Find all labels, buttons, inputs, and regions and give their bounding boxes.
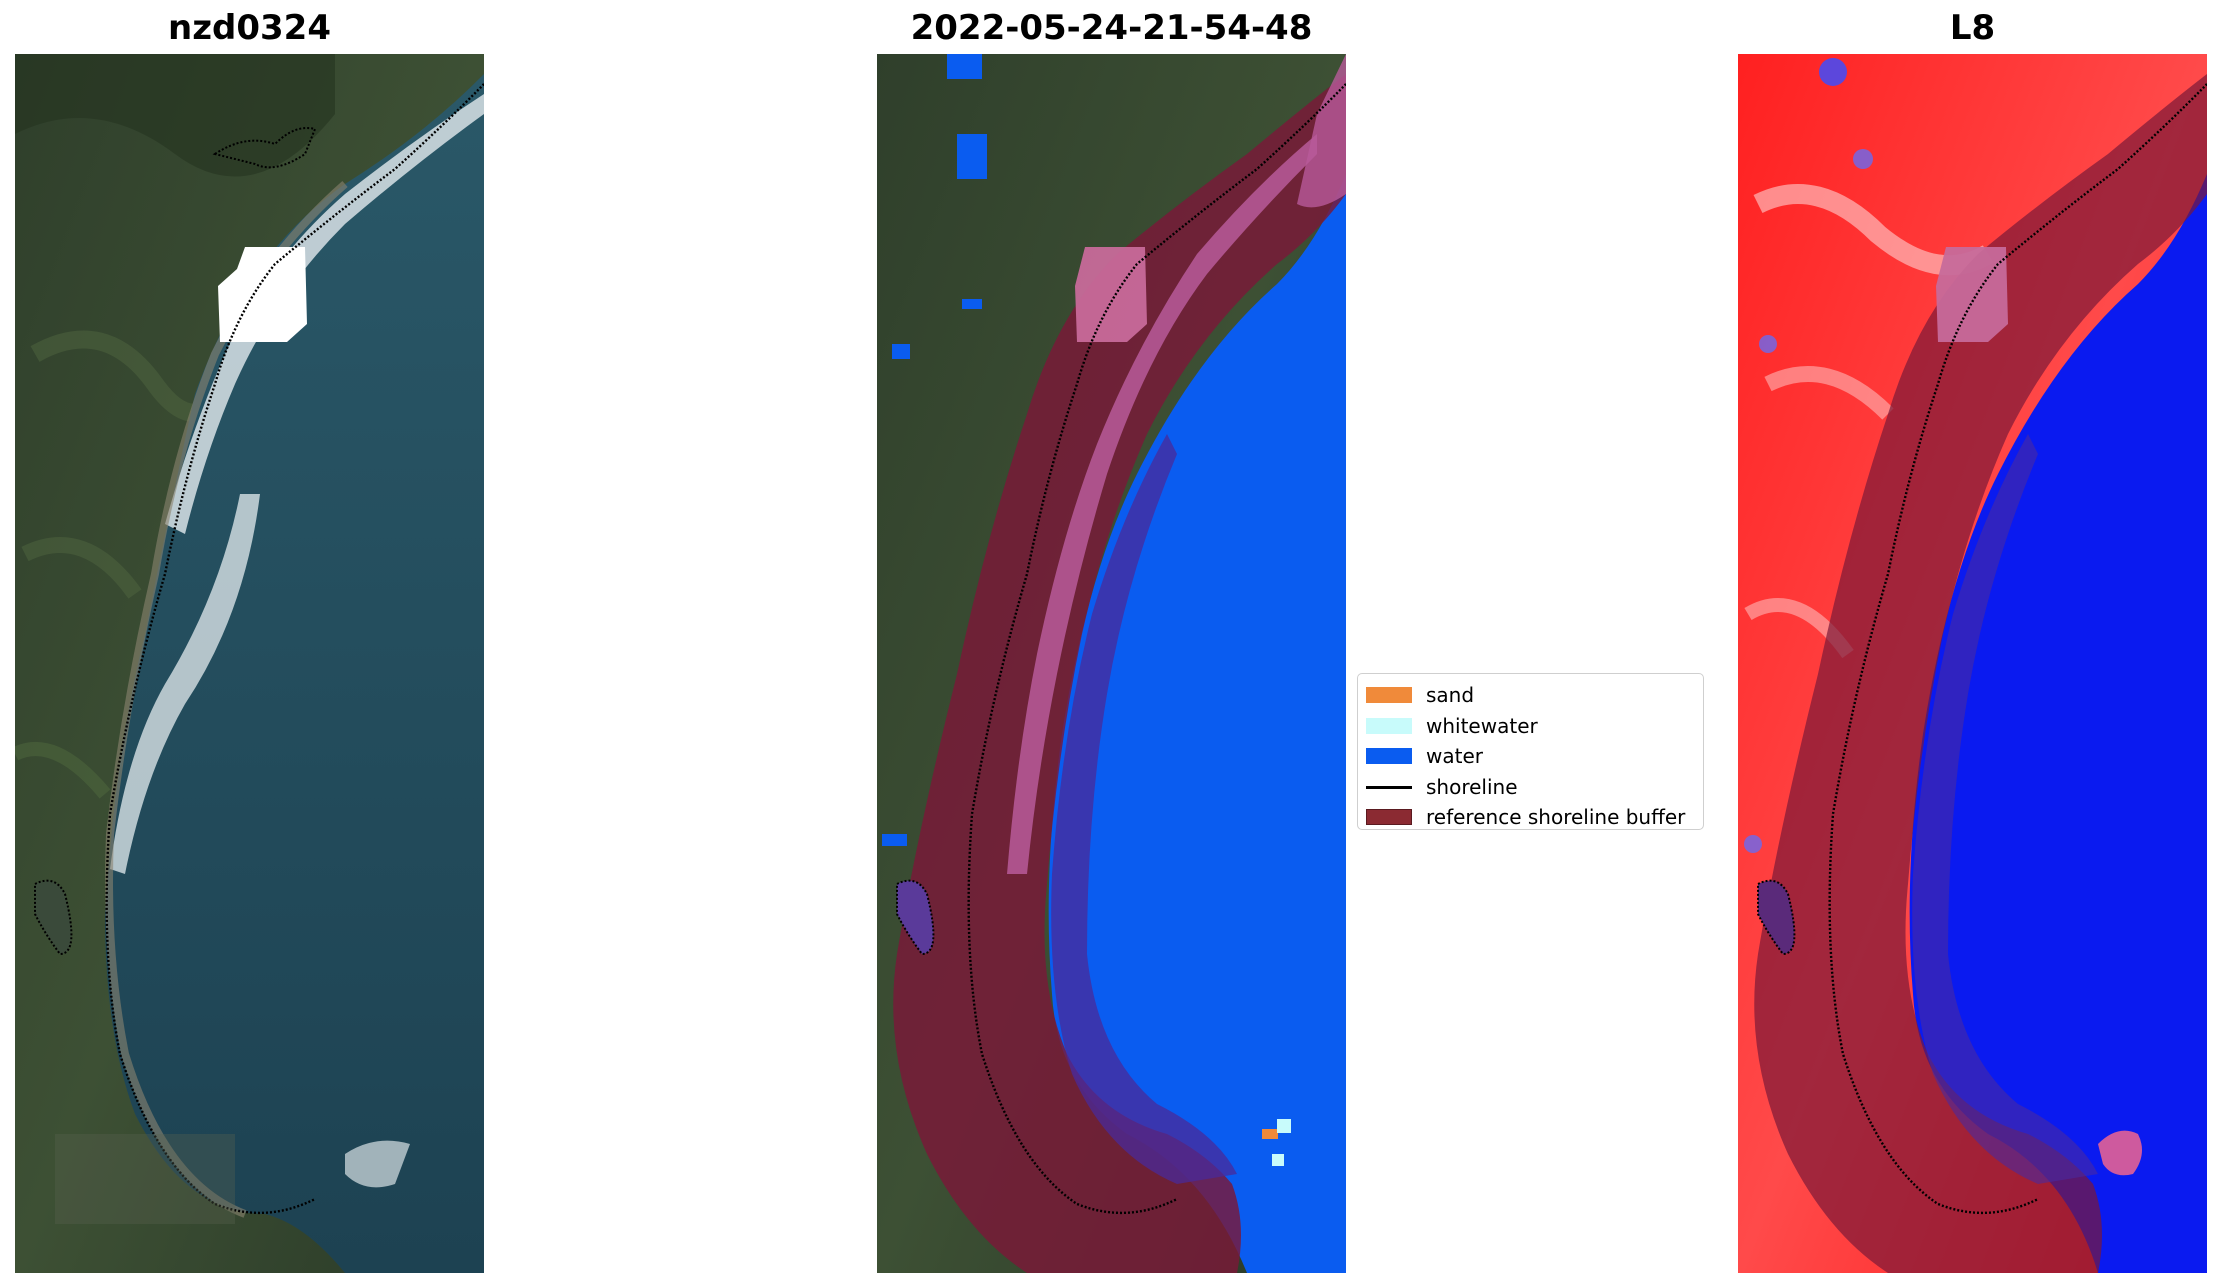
legend-label-water: water	[1426, 744, 1483, 769]
classified-image	[877, 54, 1346, 1273]
legend-swatch-sand	[1366, 687, 1412, 704]
index-image	[1738, 54, 2207, 1273]
legend-item-water: water	[1358, 741, 1703, 772]
legend-swatch-whitewater	[1366, 717, 1412, 734]
legend-label-whitewater: whitewater	[1426, 713, 1538, 738]
legend-swatch-shoreline	[1366, 785, 1412, 789]
panel-title-rgb: nzd0324	[168, 8, 331, 48]
legend-item-sand: sand	[1358, 680, 1703, 711]
legend-item-shoreline: shoreline	[1358, 772, 1703, 803]
legend-label-shoreline: shoreline	[1426, 774, 1518, 799]
legend-label-sand: sand	[1426, 683, 1475, 708]
index-image-panel	[1738, 54, 2207, 1273]
legend-swatch-buffer	[1366, 809, 1412, 826]
legend-label-buffer: reference shoreline buffer	[1426, 805, 1686, 830]
legend-swatch-water	[1366, 748, 1412, 765]
rgb-image-panel	[15, 54, 484, 1273]
panel-title-classified: 2022-05-24-21-54-48	[910, 8, 1313, 48]
legend-item-whitewater: whitewater	[1358, 711, 1703, 742]
legend-item-buffer: reference shoreline buffer	[1358, 802, 1703, 833]
classified-image-panel	[877, 54, 1346, 1273]
legend: sand whitewater water shoreline referenc…	[1357, 673, 1704, 830]
panel-title-index: L8	[1949, 8, 1996, 48]
rgb-image	[15, 54, 484, 1273]
